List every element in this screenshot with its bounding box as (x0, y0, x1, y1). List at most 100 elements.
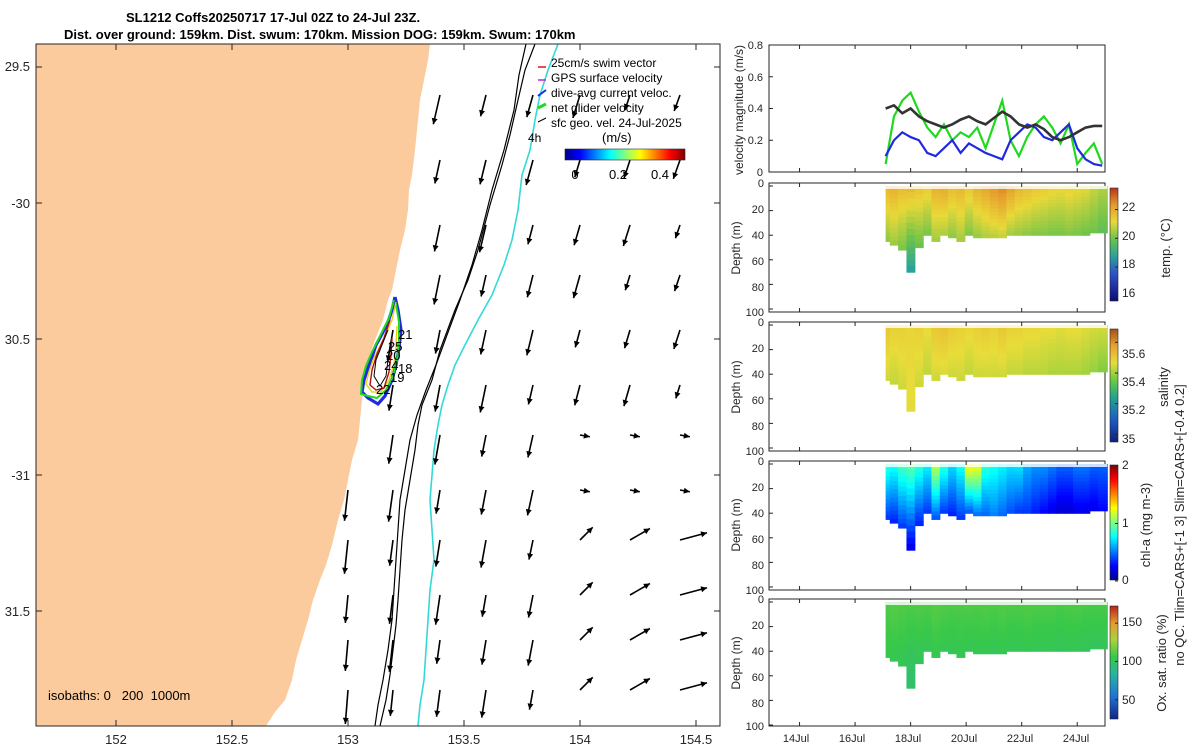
section-cell (931, 201, 941, 207)
section-cell (981, 350, 991, 356)
section-cell (906, 657, 916, 665)
section-cell (914, 238, 924, 244)
section-cell (948, 482, 958, 487)
section-cell (898, 384, 908, 390)
section-cell (906, 398, 916, 406)
section-cell (1064, 332, 1074, 337)
section-cell (906, 602, 916, 609)
section-cell (1039, 231, 1049, 236)
section-cell (989, 211, 999, 217)
section-cell (981, 467, 991, 472)
velocity-ylabel: velocity magnitude (m/s) (732, 45, 746, 175)
section-cell (973, 489, 983, 495)
section-cell (939, 189, 949, 194)
section-cell (1039, 353, 1049, 358)
section-cell (1089, 500, 1099, 505)
track-day-label: 22 (376, 382, 390, 397)
section-cell (948, 372, 958, 378)
section-cell (1023, 196, 1033, 201)
section-cell (1098, 199, 1108, 204)
section-cell (898, 236, 908, 242)
oxygen-axes (768, 598, 1106, 727)
section-cell (1064, 353, 1074, 358)
section-cell (981, 646, 991, 651)
section-cell (1048, 619, 1058, 624)
section-cell (1089, 355, 1099, 359)
section-cell (914, 216, 924, 222)
section-cell (981, 361, 991, 367)
velocity-arrow (479, 639, 487, 665)
section-cell (1073, 221, 1082, 226)
section-cell (906, 380, 916, 388)
section-cell (1073, 224, 1082, 229)
section-cell (1056, 356, 1066, 361)
section-cell (948, 219, 958, 224)
section-cell (1031, 644, 1041, 649)
section-cell (1098, 625, 1108, 630)
section-cell (1081, 626, 1091, 631)
section-cell (898, 375, 908, 381)
section-cell (1064, 506, 1074, 511)
section-cell (973, 627, 983, 633)
section-cell (981, 616, 991, 622)
section-cell (973, 204, 983, 209)
section-cell (989, 616, 999, 622)
section-cell (939, 196, 949, 201)
depth-tick-label: 60 (752, 534, 764, 546)
velocity-arrow (525, 329, 534, 356)
section-cell (898, 347, 908, 354)
section-cell (885, 197, 891, 203)
section-cell (906, 343, 916, 351)
section-cell (1048, 626, 1058, 631)
section-cell (1039, 630, 1049, 635)
section-cell (1089, 209, 1099, 214)
time-tick-label: 14Jul (783, 733, 809, 745)
section-cell (1048, 228, 1058, 233)
section-cell (964, 228, 974, 233)
depth-tick-label: 100 (746, 446, 764, 458)
section-cell (948, 365, 958, 370)
velocity-arrow (672, 159, 681, 180)
section-cell (989, 332, 999, 337)
section-cell (1073, 633, 1082, 638)
section-cell (939, 488, 949, 493)
section-cell (931, 605, 941, 611)
section-cell (948, 332, 958, 337)
section-cell (998, 616, 1008, 622)
section-cell (914, 641, 924, 647)
depth-tick-label: 40 (752, 508, 764, 520)
section-cell (923, 637, 933, 642)
lon-tick-label: 153 (337, 732, 359, 747)
lon-tick-label: 152 (105, 732, 127, 747)
velocity-series-line (885, 103, 1103, 142)
section-cell (964, 370, 974, 375)
section-cell (939, 616, 949, 621)
section-cell (1039, 640, 1049, 645)
section-cell (998, 471, 1008, 476)
velocity-arrow (479, 434, 487, 457)
section-cell (889, 639, 899, 645)
section-cell (1039, 619, 1049, 624)
section-cell (981, 500, 991, 506)
section-cell (1064, 335, 1074, 340)
velocity-arrow (387, 639, 394, 672)
section-cell (1073, 367, 1082, 372)
section-cell (998, 197, 1008, 202)
section-cell (1064, 488, 1074, 493)
section-cell (1081, 633, 1091, 638)
section-cell (885, 372, 891, 377)
section-cell (1039, 647, 1049, 652)
section-cell (964, 467, 974, 472)
legend-4h-label: 4h (528, 131, 541, 145)
section-cell (948, 471, 958, 476)
section-cell (956, 189, 966, 195)
section-cell (885, 332, 891, 338)
time-tick-label: 22Jul (1007, 733, 1033, 745)
section-cell (1056, 488, 1066, 493)
section-cell (1039, 467, 1049, 472)
section-cell (956, 368, 966, 374)
section-cell (885, 511, 891, 516)
section-cell (923, 633, 933, 638)
section-cell (989, 489, 999, 495)
section-cell (1064, 495, 1074, 500)
